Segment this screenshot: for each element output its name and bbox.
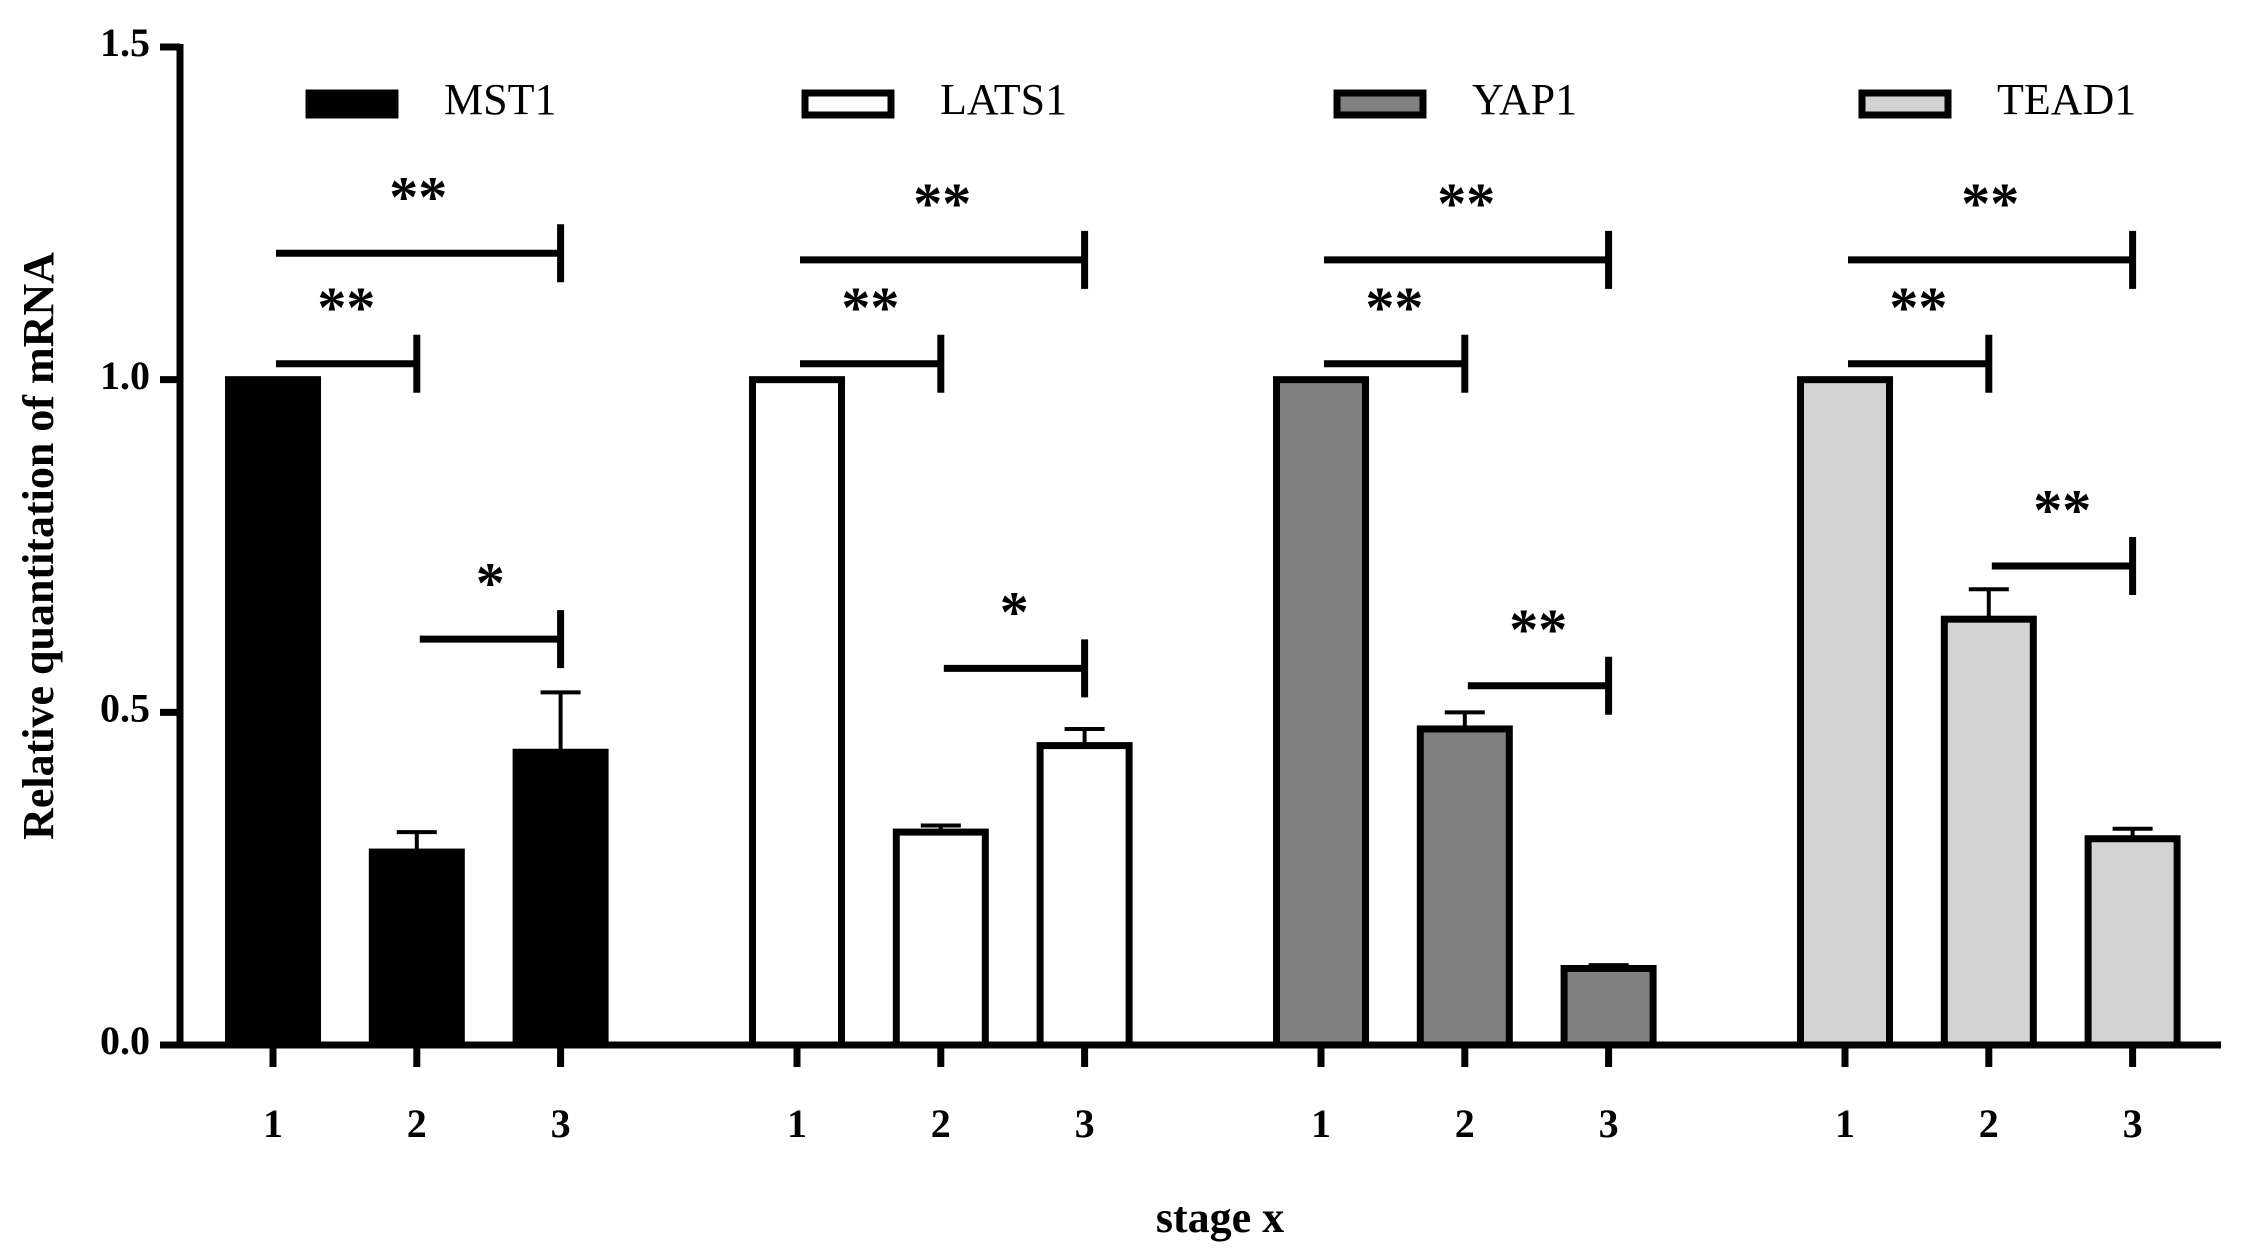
y-tick-label: 0.5	[100, 686, 150, 731]
x-tick-label: 3	[551, 1101, 571, 1146]
significance-label: *	[1000, 580, 1029, 645]
significance-label: **	[913, 171, 971, 236]
error-bar	[1968, 587, 2009, 620]
legend-swatch	[1858, 89, 1952, 119]
x-tick-label: 3	[2123, 1101, 2143, 1146]
error-bar	[1064, 726, 1105, 746]
x-tick-label: 2	[931, 1101, 951, 1146]
y-tick-label: 0.0	[100, 1018, 150, 1063]
significance-label: **	[1437, 171, 1495, 236]
bar	[749, 376, 845, 1049]
y-tick-label: 1.0	[100, 353, 150, 398]
significance-label: **	[317, 275, 375, 340]
x-tick-label: 1	[263, 1101, 283, 1146]
x-tick-label: 1	[1835, 1101, 1855, 1146]
legend-label: TEAD1	[1997, 75, 2136, 124]
x-tick-label: 2	[1455, 1101, 1475, 1146]
significance-label: **	[841, 275, 899, 340]
significance-label: **	[1365, 275, 1423, 340]
bar	[1036, 742, 1133, 1049]
error-bar	[540, 690, 581, 753]
legend-label: MST1	[444, 75, 556, 124]
x-tick-label: 1	[1311, 1101, 1331, 1146]
bar	[2084, 835, 2181, 1049]
bar	[225, 376, 321, 1049]
legend-swatch	[801, 89, 895, 119]
bar	[1416, 725, 1513, 1049]
legend-label: YAP1	[1472, 75, 1577, 124]
x-axis-title: stage x	[1156, 1193, 1284, 1242]
x-tick-label: 2	[1979, 1101, 1999, 1146]
significance-label: **	[1961, 171, 2019, 236]
bar	[512, 748, 609, 1049]
error-bar	[396, 830, 437, 853]
bar	[368, 848, 465, 1049]
legend-swatch	[1333, 89, 1427, 119]
bar	[1940, 615, 2037, 1049]
x-tick-label: 2	[407, 1101, 427, 1146]
error-bar	[1588, 963, 1629, 969]
y-axis-title: Relative quantitation of mRNA	[14, 252, 63, 840]
bar	[1560, 964, 1657, 1049]
bar	[1273, 376, 1369, 1049]
significance-label: **	[389, 165, 447, 230]
x-tick-label: 3	[1599, 1101, 1619, 1146]
error-bar	[2112, 826, 2153, 839]
significance-label: *	[476, 550, 505, 615]
error-bar	[920, 823, 961, 833]
y-tick-label: 1.5	[100, 20, 150, 65]
significance-label: **	[2033, 477, 2091, 542]
significance-label: **	[1889, 275, 1947, 340]
bar	[1797, 376, 1893, 1049]
significance-label: **	[1509, 597, 1567, 662]
error-bar	[1444, 710, 1485, 729]
x-tick-label: 3	[1075, 1101, 1095, 1146]
legend-swatch	[305, 89, 399, 119]
x-tick-label: 1	[787, 1101, 807, 1146]
legend-label: LATS1	[940, 75, 1067, 124]
bar	[892, 828, 989, 1049]
